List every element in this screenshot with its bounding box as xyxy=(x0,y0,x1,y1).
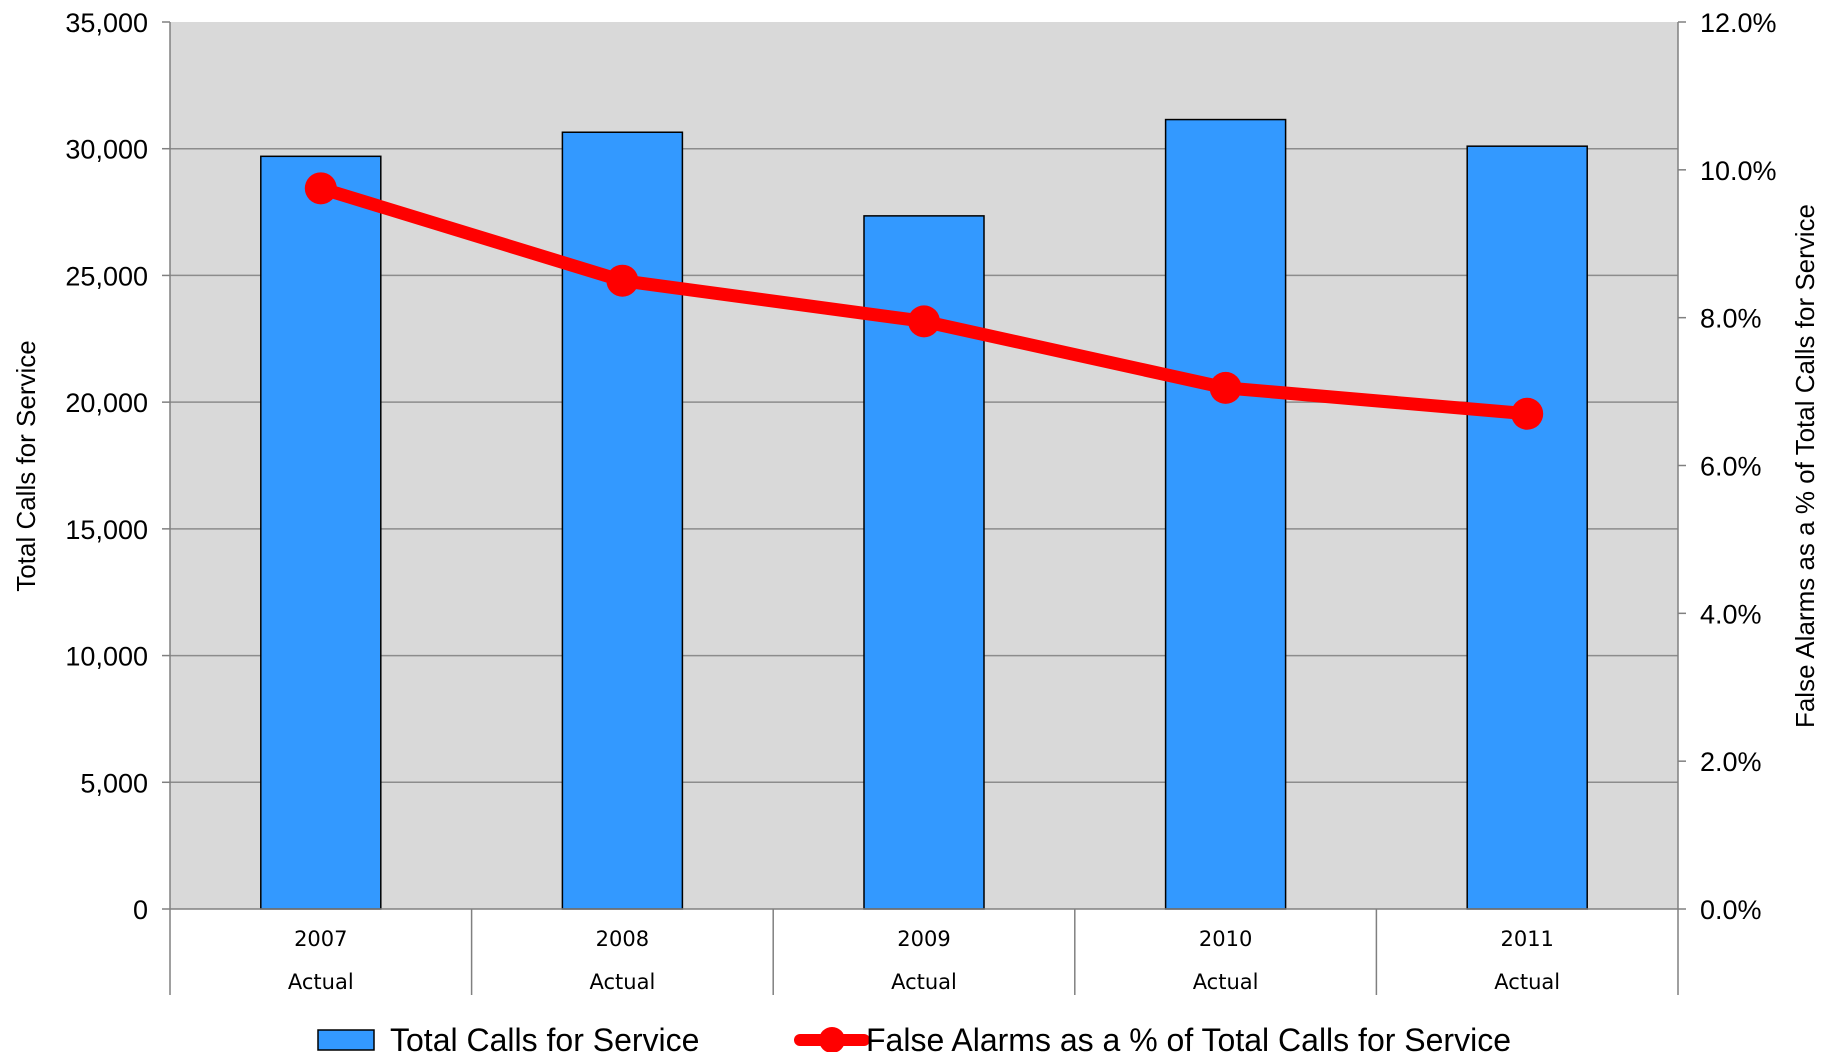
left-axis-title: Total Calls for Service xyxy=(11,340,41,591)
line-point xyxy=(304,172,337,205)
bar xyxy=(561,131,684,910)
left-tick-label: 25,000 xyxy=(65,261,148,291)
right-axis-ticks: 0.0% 2.0% 4.0% 6.0% 8.0% 10.0% 12.0% xyxy=(1678,8,1777,925)
left-axis-ticks: 0 5,000 10,000 15,000 20,000 25,000 30,000 35,0… xyxy=(65,8,170,925)
category-sublabel: Actual xyxy=(1193,970,1259,994)
left-tick-label: 30,000 xyxy=(65,135,148,165)
right-axis-title: False Alarms as a % of Total Calls for S… xyxy=(1790,204,1820,728)
line-point xyxy=(1511,397,1544,430)
right-tick-label: 8.0% xyxy=(1700,304,1762,334)
axes xyxy=(169,22,1679,995)
category-label: 2010 xyxy=(1199,927,1252,951)
left-tick-label: 20,000 xyxy=(65,388,148,418)
right-tick-label: 0.0% xyxy=(1700,895,1762,925)
category-label: 2009 xyxy=(897,927,950,951)
right-tick-label: 4.0% xyxy=(1700,599,1762,629)
legend-label-bars: Total Calls for Service xyxy=(390,1022,699,1052)
legend-label-line: False Alarms as a % of Total Calls for S… xyxy=(866,1022,1511,1052)
line-point xyxy=(1209,371,1242,404)
category-label: 2011 xyxy=(1500,927,1553,951)
bar xyxy=(1466,145,1588,910)
left-tick-label: 10,000 xyxy=(65,642,148,672)
right-tick-label: 10.0% xyxy=(1700,156,1777,186)
category-labels: 2007 Actual 2008 Actual 2009 Actual 2010 Actual… xyxy=(288,909,1560,995)
category-sublabel: Actual xyxy=(590,970,656,994)
right-tick-label: 2.0% xyxy=(1700,747,1762,777)
left-tick-label: 0 xyxy=(133,895,148,925)
category-sublabel: Actual xyxy=(891,970,957,994)
line-point xyxy=(908,305,940,338)
line-point xyxy=(606,264,639,297)
legend: Total Calls for Service False Alarms as … xyxy=(317,1022,1511,1052)
left-tick-label: 5,000 xyxy=(80,768,148,798)
left-tick-label: 15,000 xyxy=(65,515,148,545)
bar xyxy=(1164,118,1287,910)
category-sublabel: Actual xyxy=(288,970,354,994)
right-tick-label: 6.0% xyxy=(1700,452,1762,482)
bar xyxy=(260,155,382,910)
legend-swatch-marker xyxy=(819,1027,845,1052)
left-tick-label: 35,000 xyxy=(65,8,148,38)
legend-swatch-bar xyxy=(317,1029,375,1051)
right-tick-label: 12.0% xyxy=(1700,8,1777,38)
category-sublabel: Actual xyxy=(1494,970,1560,994)
category-label: 2007 xyxy=(294,927,347,951)
category-label: 2008 xyxy=(596,927,649,951)
line-series xyxy=(304,172,1544,430)
